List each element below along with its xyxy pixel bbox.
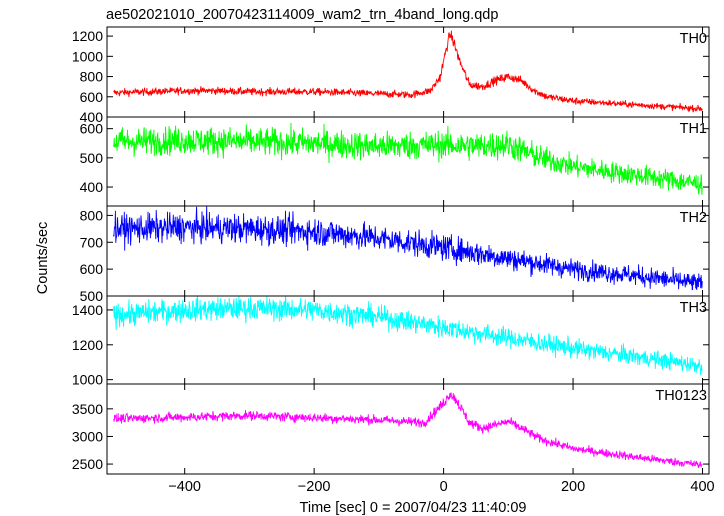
x-tick-label: −200: [298, 479, 331, 495]
y-tick-label: 500: [80, 288, 104, 304]
x-tick-label: 0: [440, 479, 448, 495]
panel-frame: [106, 116, 710, 207]
x-axis-label: Time [sec] 0 = 2007/04/23 11:40:09: [300, 500, 527, 516]
y-tick-label: 600: [80, 261, 104, 277]
series-line-th2: [113, 206, 703, 291]
panel-label-th3: TH3: [680, 300, 707, 316]
y-tick-label: 1000: [72, 372, 103, 388]
y-tick-label: 600: [80, 89, 104, 105]
series-line-th0: [113, 30, 703, 113]
y-tick-label: 500: [80, 150, 104, 166]
x-tick-label: 400: [690, 479, 714, 495]
y-tick-label: 800: [80, 207, 104, 223]
panel-frame: [106, 383, 710, 475]
y-tick-label: 800: [80, 69, 104, 85]
y-tick-label: 700: [80, 234, 104, 250]
y-tick-label: 1000: [72, 48, 103, 64]
panel-label-th0123: TH0123: [655, 388, 707, 404]
x-tick-label: −400: [168, 479, 201, 495]
y-tick-label: 2500: [72, 456, 103, 472]
y-tick-label: 3000: [72, 428, 103, 444]
y-axis-label: Counts/sec: [35, 222, 51, 295]
y-tick-label: 1400: [72, 302, 103, 318]
series-line-th3: [113, 296, 703, 376]
series-line-th0123: [113, 392, 703, 468]
chart-title: ae502021010_20070423114009_wam2_trn_4ban…: [106, 7, 498, 23]
y-tick-label: 3500: [72, 401, 103, 417]
panel-label-th0: TH0: [680, 31, 707, 47]
y-tick-label: 600: [80, 121, 104, 137]
panel-label-th1: TH1: [680, 121, 707, 137]
y-tick-label: 1200: [72, 28, 103, 44]
x-tick-label: 200: [561, 479, 585, 495]
y-tick-label: 400: [80, 179, 104, 195]
series-line-th1: [113, 122, 703, 195]
panel-label-th2: TH2: [680, 210, 707, 226]
y-tick-label: 1200: [72, 337, 103, 353]
y-tick-label: 400: [80, 109, 104, 125]
